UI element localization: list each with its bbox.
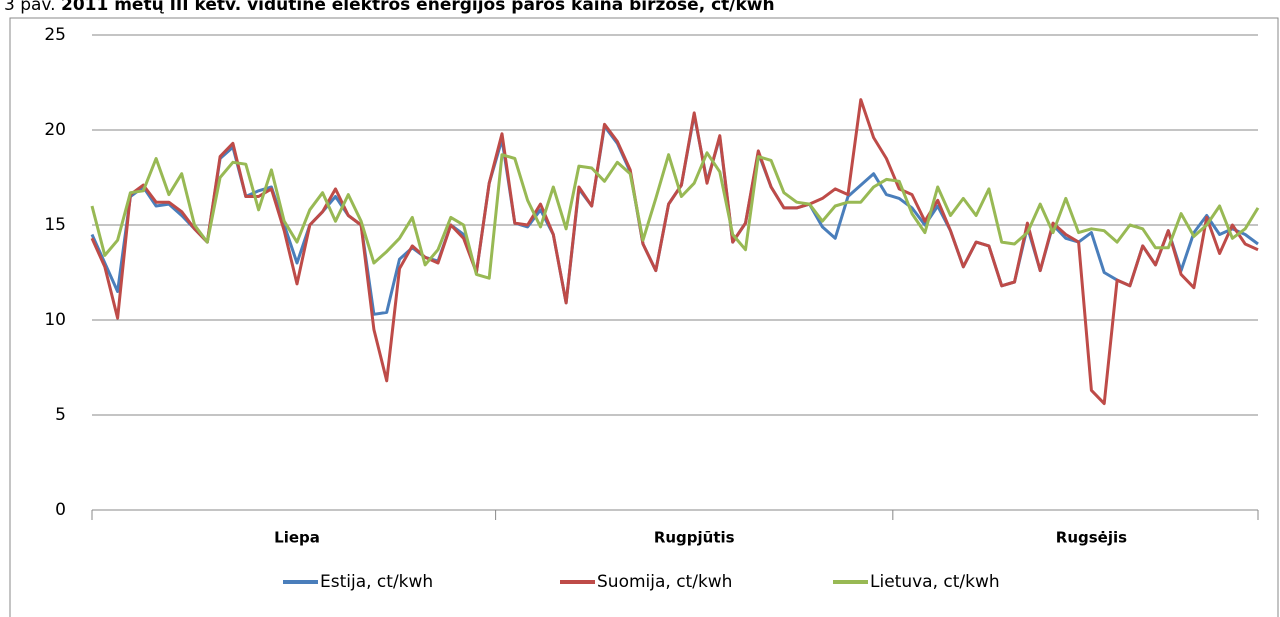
y-tick-label: 10 [44,310,66,330]
chart-frame [9,17,1279,617]
x-tick-label: Rugsėjis [1056,529,1127,547]
y-tick-label: 5 [55,405,66,425]
legend-label: Lietuva, ct/kwh [870,572,1000,592]
x-tick-label: Liepa [274,529,320,547]
chart-title: 3 pav. 2011 metų III ketv. vidutinė elek… [4,0,775,15]
y-tick-label: 0 [55,500,66,520]
legend-label: Estija, ct/kwh [320,572,433,592]
y-tick-label: 15 [44,215,66,235]
figure-label: 3 pav. [4,0,56,15]
title-text: 2011 metų III ketv. vidutinė elektros en… [61,0,775,15]
y-tick-label: 25 [44,25,66,45]
series-line [90,98,1259,406]
series-line [90,151,1260,280]
x-tick-label: Rugpjūtis [654,529,735,547]
legend-label: Suomija, ct/kwh [597,572,732,592]
y-tick-label: 20 [44,120,66,140]
